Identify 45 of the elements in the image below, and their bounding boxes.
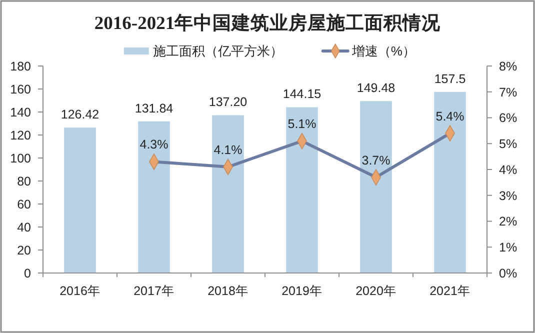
y2-tick-label: 6%	[499, 111, 518, 126]
data-label: 126.42	[60, 108, 100, 122]
y-tick-label: 0	[24, 266, 32, 280]
data-label: 149.48	[356, 81, 396, 96]
y-tick-label: 160	[10, 82, 32, 96]
data-label: 137.20	[208, 95, 248, 110]
y-tick-label: 40	[17, 220, 32, 234]
data-label: 5.1%	[288, 117, 316, 132]
data-label: 5.4%	[436, 109, 464, 124]
y2-tick-label: 5%	[499, 137, 518, 151]
y2-tick-label: 3%	[499, 188, 518, 203]
y2-tick-label: 1%	[499, 240, 518, 254]
x-tick-label: 2020年	[356, 284, 396, 298]
y-tick-label: 140	[10, 105, 32, 120]
y2-tick-label: 4%	[499, 162, 518, 177]
legend-label: 增速（%）	[350, 44, 416, 59]
data-label: 3.7%	[362, 153, 390, 168]
x-tick-label: 2018年	[208, 284, 248, 298]
bar	[64, 128, 96, 273]
bar	[286, 107, 318, 273]
data-label: 131.84	[134, 101, 174, 116]
bar	[434, 92, 466, 273]
y-tick-label: 80	[17, 174, 32, 188]
x-tick-label: 2017年	[134, 284, 174, 298]
bar	[360, 101, 392, 273]
x-tick-label: 2021年	[430, 284, 470, 298]
data-label: 4.1%	[214, 142, 242, 157]
x-tick-label: 2019年	[282, 284, 322, 298]
y-tick-label: 180	[10, 59, 32, 74]
y2-tick-label: 7%	[499, 85, 518, 100]
x-tick-label: 2016年	[60, 284, 100, 298]
data-label: 4.3%	[140, 138, 168, 152]
bar	[212, 115, 244, 273]
legend-label: 施工面积（亿平方米）	[152, 44, 283, 59]
y-tick-label: 20	[17, 243, 32, 258]
y-tick-label: 120	[10, 128, 32, 142]
bar	[138, 121, 170, 273]
chart-title: 2016-2021年中国建筑业房屋施工面积情况	[94, 12, 442, 34]
y2-tick-label: 8%	[499, 59, 518, 74]
y-tick-label: 100	[10, 151, 32, 166]
y-tick-label: 60	[17, 197, 32, 212]
data-label: 144.15	[282, 87, 322, 102]
y2-tick-label: 2%	[499, 214, 518, 229]
data-label: 157.5	[434, 72, 466, 86]
y2-tick-label: 0%	[499, 266, 518, 280]
